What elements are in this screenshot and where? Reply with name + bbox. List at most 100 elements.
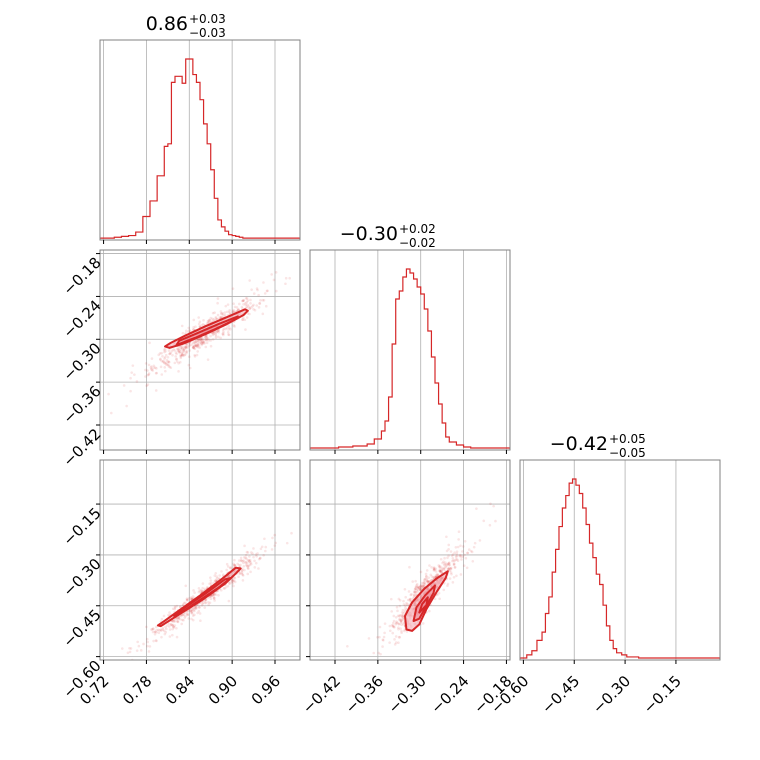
- sample-point: [197, 609, 201, 613]
- sample-point: [415, 583, 419, 586]
- sample-point: [146, 644, 149, 648]
- sample-point: [252, 307, 255, 311]
- sample-point: [432, 568, 436, 572]
- sample-point: [417, 586, 421, 590]
- sample-point: [415, 585, 418, 589]
- sample-point: [275, 289, 278, 293]
- sample-point: [443, 556, 446, 560]
- sample-point: [173, 607, 177, 611]
- sample-point: [208, 595, 212, 598]
- sample-point: [513, 501, 516, 504]
- sample-point: [378, 625, 382, 629]
- sample-point: [149, 366, 153, 369]
- sample-point: [456, 559, 460, 562]
- sample-point: [382, 635, 386, 639]
- sample-point: [179, 353, 182, 357]
- sample-point: [262, 281, 265, 284]
- title-plus: +0.03: [189, 12, 226, 26]
- sample-point: [179, 605, 182, 609]
- sample-point: [452, 563, 456, 567]
- sample-point: [151, 627, 155, 631]
- panel-1-0: −0.42−0.36−0.30−0.24−0.18: [59, 249, 301, 470]
- sample-point: [257, 306, 261, 309]
- sample-point: [186, 613, 189, 617]
- sample-point: [233, 305, 237, 309]
- sample-point: [182, 354, 185, 358]
- histogram-step: [310, 268, 510, 449]
- sample-point: [179, 605, 182, 608]
- sample-point: [180, 353, 184, 357]
- sample-point: [137, 644, 141, 648]
- sample-point: [239, 563, 242, 567]
- sample-point: [145, 637, 149, 641]
- sample-point: [381, 645, 384, 648]
- sample-point: [240, 571, 244, 574]
- sample-point: [243, 556, 246, 559]
- sample-point: [447, 561, 451, 565]
- sample-point: [195, 345, 199, 348]
- sample-point: [248, 312, 251, 316]
- sample-point: [250, 551, 253, 554]
- sample-point: [262, 299, 266, 302]
- sample-point: [167, 363, 170, 366]
- title-minus: −0.03: [189, 26, 226, 40]
- sample-point: [392, 614, 396, 618]
- sample-point: [190, 596, 194, 600]
- sample-point: [165, 627, 168, 631]
- sample-point: [192, 346, 196, 350]
- sample-point: [176, 617, 179, 620]
- sample-point: [352, 671, 355, 674]
- sample-point: [232, 562, 235, 566]
- sample-point: [214, 593, 218, 596]
- sample-point: [216, 577, 219, 580]
- sample-point: [416, 586, 420, 590]
- sample-point: [189, 609, 193, 613]
- sample-point: [403, 608, 407, 612]
- sample-point: [231, 578, 235, 582]
- sample-point: [185, 612, 189, 616]
- sample-point: [206, 319, 210, 323]
- sample-point: [196, 350, 200, 353]
- sample-point: [179, 354, 183, 358]
- sample-point: [443, 562, 447, 566]
- sample-point: [407, 603, 411, 606]
- sample-point: [430, 566, 433, 569]
- sample-point: [213, 331, 217, 335]
- sample-point: [225, 562, 229, 566]
- sample-point: [453, 565, 457, 569]
- sample-point: [219, 336, 222, 340]
- sample-point: [414, 579, 417, 583]
- sample-point: [226, 584, 230, 588]
- sample-point: [237, 308, 240, 311]
- sample-point: [455, 550, 459, 553]
- sample-point: [202, 318, 205, 322]
- sample-point: [155, 639, 158, 643]
- sample-point: [452, 562, 456, 566]
- sample-point: [176, 348, 180, 351]
- sample-point: [211, 593, 215, 597]
- sample-point: [243, 568, 246, 572]
- sample-point: [274, 271, 278, 274]
- sample-point: [452, 575, 456, 579]
- sample-point: [233, 563, 237, 567]
- sample-point: [184, 345, 188, 349]
- sample-point: [155, 630, 158, 634]
- sample-point: [451, 553, 455, 556]
- sample-point: [173, 605, 177, 608]
- sample-point: [455, 552, 459, 556]
- sample-point: [391, 624, 395, 627]
- sample-point: [446, 562, 450, 566]
- sample-point: [179, 614, 183, 618]
- sample-point: [161, 628, 165, 632]
- panel-title: −0.30 +0.02−0.02: [340, 222, 436, 250]
- sample-point: [198, 589, 202, 593]
- sample-point: [212, 318, 215, 321]
- sample-point: [237, 564, 241, 567]
- sample-point: [246, 303, 250, 307]
- sample-point: [406, 598, 410, 602]
- panel-content: [310, 250, 510, 450]
- panel-frame: [519, 459, 721, 661]
- sample-point: [447, 543, 451, 547]
- sample-point: [449, 567, 453, 571]
- sample-point: [246, 551, 250, 554]
